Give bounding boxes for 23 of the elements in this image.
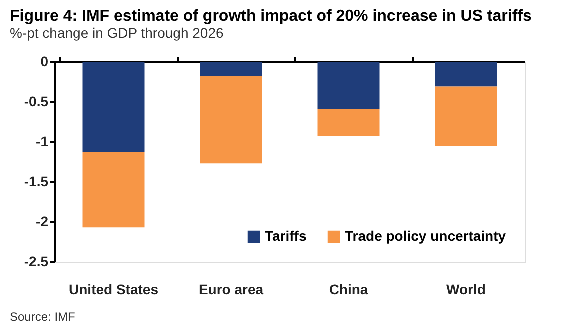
chart-subtitle: %-pt change in GDP through 2026 [10,25,224,41]
legend-label: Trade policy uncertainty [345,228,506,244]
x-tick-label: United States [69,282,159,298]
y-tick-label: -0.5 [24,94,49,110]
bar [200,76,262,164]
x-tick-label: China [329,282,368,298]
y-tick-label: 0 [40,54,49,70]
source-note: Source: IMF [10,310,76,324]
bar [318,109,380,136]
bar [82,62,145,152]
x-tick-label: Euro area [198,282,264,298]
bar [435,86,498,146]
y-tick-label: -1 [36,134,49,150]
bar [435,62,498,87]
y-tick-label: -2 [36,214,49,230]
x-tick-label: World [446,282,486,298]
bar [200,62,262,76]
chart-title: Figure 4: IMF estimate of growth impact of 20% increase in US tariffs [10,8,532,25]
y-tick-label: -2.5 [24,254,49,270]
bar [82,152,145,228]
legend-label: Tariffs [265,228,307,244]
bar [318,62,380,110]
y-tick-label: -1.5 [24,174,49,190]
